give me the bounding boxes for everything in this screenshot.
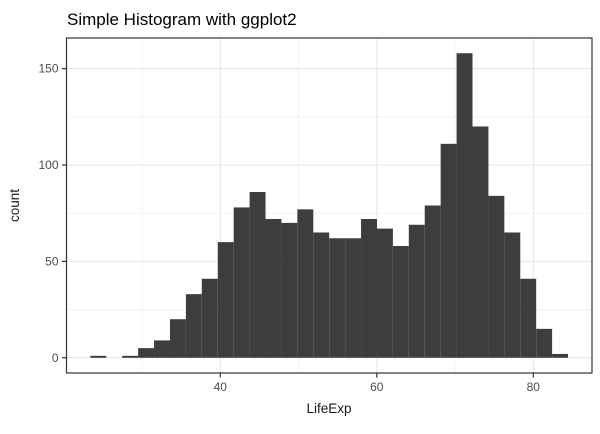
x-tick-label: 80 bbox=[527, 380, 541, 394]
histogram-bar bbox=[138, 348, 155, 358]
histogram-bars bbox=[90, 53, 569, 358]
histogram-bar bbox=[313, 232, 330, 358]
panel-border bbox=[65, 37, 593, 374]
histogram-bar bbox=[345, 238, 362, 358]
histogram-bar bbox=[361, 218, 377, 358]
histogram-bar bbox=[488, 195, 505, 358]
y-tick-label: 50 bbox=[45, 254, 59, 268]
histogram-bar bbox=[249, 192, 266, 358]
histogram-bar bbox=[90, 355, 107, 358]
histogram-bar bbox=[376, 228, 393, 358]
histogram-bar bbox=[154, 340, 170, 358]
histogram-bar bbox=[440, 143, 457, 358]
histogram-bar bbox=[520, 278, 537, 358]
histogram-bar bbox=[472, 126, 489, 358]
histogram-bar bbox=[122, 355, 139, 358]
histogram-bar bbox=[392, 245, 409, 358]
histogram-bar bbox=[329, 238, 346, 358]
x-tick-label: 40 bbox=[214, 380, 228, 394]
chart-title: Simple Histogram with ggplot2 bbox=[67, 10, 297, 29]
histogram-bar bbox=[169, 319, 186, 358]
histogram-bar bbox=[536, 328, 553, 358]
histogram-bar bbox=[185, 294, 202, 358]
histogram-bar bbox=[408, 224, 425, 358]
axis-ticks bbox=[62, 68, 534, 378]
axis-tick-labels: 40 60 80 0 50 100 150 bbox=[38, 62, 540, 394]
histogram-bar bbox=[504, 232, 521, 358]
y-tick-label: 150 bbox=[38, 62, 58, 76]
histogram-bar bbox=[265, 218, 282, 358]
y-tick-label: 0 bbox=[52, 351, 59, 365]
histogram-bar bbox=[456, 53, 473, 358]
histogram-bar bbox=[217, 242, 234, 358]
y-axis-title: count bbox=[7, 189, 22, 222]
y-tick-label: 100 bbox=[38, 158, 58, 172]
histogram-bar bbox=[201, 278, 218, 358]
x-axis-title: LifeExp bbox=[306, 401, 351, 416]
histogram-bar bbox=[281, 222, 298, 358]
x-tick-label: 60 bbox=[370, 380, 384, 394]
histogram-bar bbox=[424, 205, 441, 358]
histogram-bar bbox=[233, 207, 250, 358]
histogram-bar bbox=[552, 353, 569, 358]
histogram-bar bbox=[297, 209, 314, 358]
